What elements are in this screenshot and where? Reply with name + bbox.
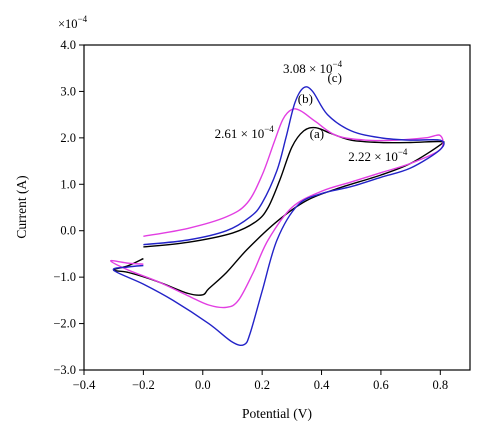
x-axis-label: Potential (V) (242, 406, 312, 421)
series-label-c: (c) (327, 70, 341, 85)
peak-annotation-mantissa: 3.08 × 10 (283, 61, 333, 76)
x-tick-label: 0.8 (432, 378, 448, 392)
series-a-line (112, 126, 445, 296)
series-c-line (112, 86, 445, 347)
peak-annotation: 2.61 × 10−4 (215, 124, 275, 141)
x-tick-label: 0.6 (373, 378, 389, 392)
series-b-line (110, 108, 444, 309)
y-tick-label: 2.0 (60, 131, 76, 145)
plot-series (110, 86, 445, 347)
x-tick-label: 0.4 (314, 378, 330, 392)
peak-annotation: 2.22 × 10−4 (348, 147, 408, 164)
peak-annotation: 3.08 × 10−4 (283, 59, 343, 76)
y-tick-label: 4.0 (60, 38, 76, 52)
x-tick-label: 0.2 (254, 378, 270, 392)
y-tick-label: 0.0 (60, 224, 76, 238)
peak-annotation-mantissa: 2.22 × 10 (348, 149, 398, 164)
x-tick-label: −0.2 (132, 378, 155, 392)
series-label-a: (a) (310, 126, 324, 141)
annotations: (a)(b)(c)3.08 × 10−42.61 × 10−42.22 × 10… (215, 59, 408, 164)
series-label-b: (b) (298, 91, 313, 106)
x-tick-label: 0.0 (195, 378, 211, 392)
y-multiplier-exponent: −4 (78, 14, 88, 24)
peak-annotation-mantissa: 2.61 × 10 (215, 126, 265, 141)
y-tick-label: −3.0 (53, 363, 76, 377)
y-axis-ticks: 4.0 3.0 2.0 1.0 0.0 −1.0 −2.0 −3.0 (53, 38, 84, 377)
x-axis-ticks: −0.4 −0.2 0.0 0.2 0.4 0.6 0.8 (73, 370, 448, 392)
y-tick-label: 3.0 (60, 84, 76, 98)
y-multiplier-label: ×10−4 (58, 14, 88, 31)
plot-frame (83, 44, 471, 371)
y-axis-label: Current (A) (14, 175, 29, 238)
y-tick-label: −2.0 (53, 317, 76, 331)
y-tick-label: 1.0 (60, 177, 76, 191)
peak-annotation-exponent: −4 (333, 59, 343, 69)
peak-annotation-exponent: −4 (398, 147, 408, 157)
x-tick-label: −0.4 (73, 378, 96, 392)
y-tick-label: −1.0 (53, 270, 76, 284)
peak-annotation-exponent: −4 (264, 124, 274, 134)
